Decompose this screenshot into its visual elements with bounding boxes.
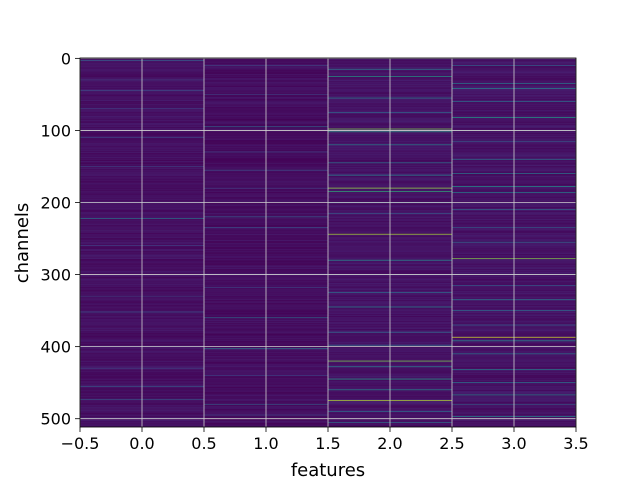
y-tick-label: 100	[40, 121, 71, 140]
y-tick-label: 500	[40, 410, 71, 429]
y-axis: 0 100 200 300 400 500	[40, 49, 80, 429]
x-tick-label: 0.0	[129, 434, 154, 453]
x-tick-label: 3.5	[563, 434, 588, 453]
x-tick-label: 2.0	[377, 434, 402, 453]
y-tick-label: 300	[40, 266, 71, 285]
plot-area	[79, 57, 577, 428]
y-axis-label: channels	[12, 203, 33, 284]
x-tick-label: 1.0	[253, 434, 278, 453]
x-axis: −0.5 0.0 0.5 1.0 1.5 2.0 2.5 3.0 3.5	[61, 427, 589, 453]
x-tick-label: 1.5	[315, 434, 340, 453]
x-tick-label: −0.5	[61, 434, 100, 453]
x-tick-label: 2.5	[439, 434, 464, 453]
x-tick-label: 3.0	[501, 434, 526, 453]
x-tick-label: 0.5	[191, 434, 216, 453]
y-tick-label: 200	[40, 194, 71, 213]
x-axis-label: features	[291, 460, 365, 480]
y-tick-label: 400	[40, 338, 71, 357]
y-tick-label: 0	[61, 49, 71, 68]
